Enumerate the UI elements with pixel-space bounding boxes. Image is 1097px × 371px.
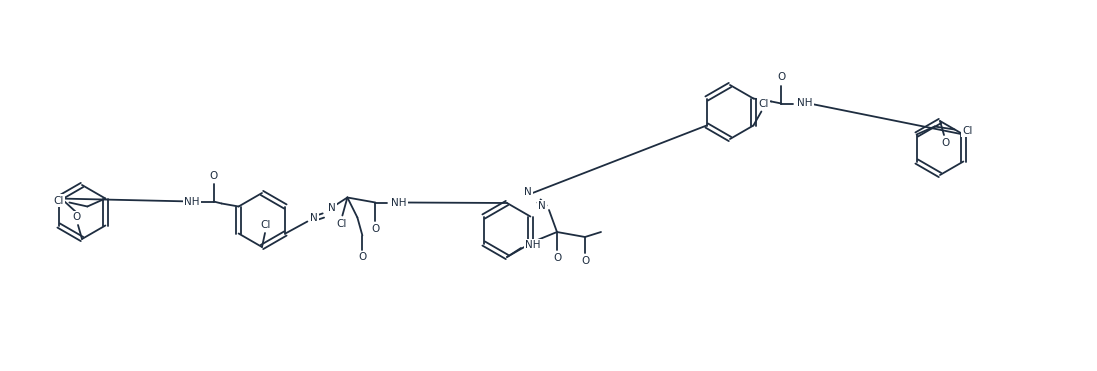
Text: O: O (941, 138, 949, 148)
Text: NH: NH (525, 240, 541, 250)
Text: Cl: Cl (758, 98, 769, 108)
Text: NH: NH (392, 197, 407, 207)
Text: N: N (539, 201, 546, 211)
Text: N: N (310, 213, 318, 223)
Text: NH: NH (184, 197, 200, 207)
Text: O: O (553, 253, 562, 263)
Text: O: O (778, 72, 785, 82)
Text: O: O (210, 171, 217, 181)
Text: Cl: Cl (261, 220, 271, 230)
Text: Cl: Cl (53, 196, 64, 206)
Text: Cl: Cl (962, 125, 973, 135)
Text: Cl: Cl (336, 219, 347, 229)
Text: N: N (328, 203, 336, 213)
Text: O: O (581, 256, 589, 266)
Text: NH: NH (798, 98, 813, 108)
Text: N: N (524, 187, 532, 197)
Text: O: O (359, 253, 366, 263)
Text: O: O (371, 223, 380, 233)
Text: O: O (72, 212, 80, 222)
